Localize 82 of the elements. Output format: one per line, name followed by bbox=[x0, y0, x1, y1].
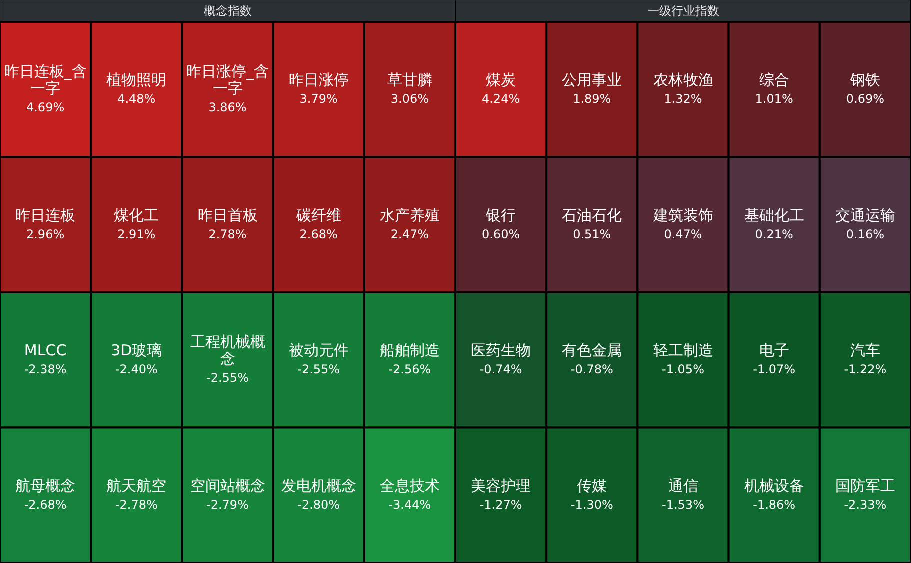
data-label: 2.78% bbox=[208, 227, 247, 242]
data-label: 0.21% bbox=[755, 227, 794, 242]
data-label: -1.30% bbox=[570, 498, 614, 512]
category-label: 昨日涨停 bbox=[288, 71, 349, 90]
data-label: -1.05% bbox=[662, 362, 704, 377]
data-label: -1.07% bbox=[753, 362, 796, 377]
data-label: -1.22% bbox=[844, 362, 887, 377]
category-label: 美容护理 bbox=[471, 476, 532, 495]
category-label: 银行 bbox=[485, 206, 516, 224]
category-label: 3D玻璃 bbox=[111, 342, 162, 360]
data-label: -2.40% bbox=[115, 362, 158, 377]
category-label: 煤炭 bbox=[486, 71, 516, 90]
category-label: 航天航空 bbox=[106, 476, 167, 495]
data-label: -2.55% bbox=[298, 362, 340, 377]
category-label: 通信 bbox=[668, 476, 698, 495]
text: 概念指数 bbox=[204, 4, 252, 18]
data-label: 4.24% bbox=[482, 92, 520, 106]
data-label: -2.78% bbox=[115, 498, 158, 512]
data-label: 1.01% bbox=[755, 92, 794, 106]
category-label: 石油石化 bbox=[562, 206, 622, 224]
category-label: 基础化工 bbox=[744, 206, 804, 224]
data-label: -3.44% bbox=[388, 498, 432, 512]
data-label: 4.69% bbox=[26, 100, 65, 115]
data-label: -2.55% bbox=[206, 371, 249, 386]
data-label: 3.79% bbox=[300, 92, 338, 106]
category-label: 草甘膦 bbox=[387, 71, 432, 90]
category-label: 被动元件 bbox=[288, 342, 349, 360]
category-label: 公用事业 bbox=[562, 71, 622, 90]
category-label: 航母概念 bbox=[16, 476, 76, 495]
category-label: 船舶制造 bbox=[380, 342, 440, 360]
category-label: 综合 bbox=[759, 71, 790, 90]
category-label: 汽车 bbox=[850, 342, 880, 360]
category-label: 钢铁 bbox=[849, 71, 880, 90]
data-label: -2.56% bbox=[388, 362, 432, 377]
category-label: 昨日连板 bbox=[16, 206, 76, 224]
data-label: 0.51% bbox=[573, 227, 612, 242]
category-label: 轻工制造 bbox=[653, 342, 714, 360]
data-label: -0.78% bbox=[570, 362, 614, 377]
data-label: -1.27% bbox=[480, 498, 522, 512]
data-label: 3.86% bbox=[208, 100, 247, 115]
category-label: MLCC bbox=[24, 342, 67, 360]
data-label: 4.48% bbox=[118, 92, 156, 106]
category-label: 植物照明 bbox=[106, 71, 167, 90]
data-label: -0.74% bbox=[480, 362, 522, 377]
category-label: 昨日涨停_含一字 bbox=[186, 62, 269, 98]
category-label: 空间站概念 bbox=[190, 476, 266, 495]
category-label: 全息技术 bbox=[380, 476, 440, 495]
category-label: 农林牧渔 bbox=[653, 71, 714, 90]
category-label: 机械设备 bbox=[744, 476, 804, 495]
category-label: 工程机械概念 bbox=[190, 333, 266, 368]
data-label: -2.80% bbox=[298, 498, 340, 512]
category-label: 水产养殖 bbox=[380, 206, 440, 224]
data-label: 0.16% bbox=[846, 227, 885, 242]
category-label: 建筑装饰 bbox=[652, 206, 714, 224]
data-label: 1.32% bbox=[664, 92, 702, 106]
category-label: 昨日连板_含一字 bbox=[4, 62, 87, 98]
category-label: 传媒 bbox=[577, 476, 608, 495]
data-label: 0.60% bbox=[482, 227, 520, 242]
data-label: -2.33% bbox=[844, 498, 887, 512]
data-label: 3.06% bbox=[390, 92, 430, 106]
text: 一级行业指数 bbox=[647, 4, 720, 18]
data-label: 2.96% bbox=[26, 227, 65, 242]
data-label: -2.79% bbox=[206, 498, 249, 512]
data-label: 2.68% bbox=[300, 227, 338, 242]
category-label: 煤化工 bbox=[114, 206, 160, 224]
data-label: -1.86% bbox=[753, 498, 796, 512]
data-label: 2.47% bbox=[390, 227, 430, 242]
category-label: 电子 bbox=[759, 342, 790, 360]
category-label: 发电机概念 bbox=[281, 476, 356, 495]
data-label: 0.47% bbox=[664, 227, 702, 242]
category-label: 昨日首板 bbox=[198, 206, 258, 224]
category-label: 交通运输 bbox=[835, 206, 896, 224]
data-label: -2.38% bbox=[24, 362, 67, 377]
data-label: 1.89% bbox=[573, 92, 612, 106]
data-label: 2.91% bbox=[118, 227, 156, 242]
data-label: -2.68% bbox=[24, 498, 67, 512]
category-label: 国防军工 bbox=[835, 476, 896, 495]
category-label: 碳纤维 bbox=[295, 206, 342, 224]
category-label: 医药生物 bbox=[471, 342, 532, 360]
data-label: 0.69% bbox=[846, 92, 885, 106]
category-label: 有色金属 bbox=[562, 342, 622, 360]
data-label: -1.53% bbox=[662, 498, 704, 512]
